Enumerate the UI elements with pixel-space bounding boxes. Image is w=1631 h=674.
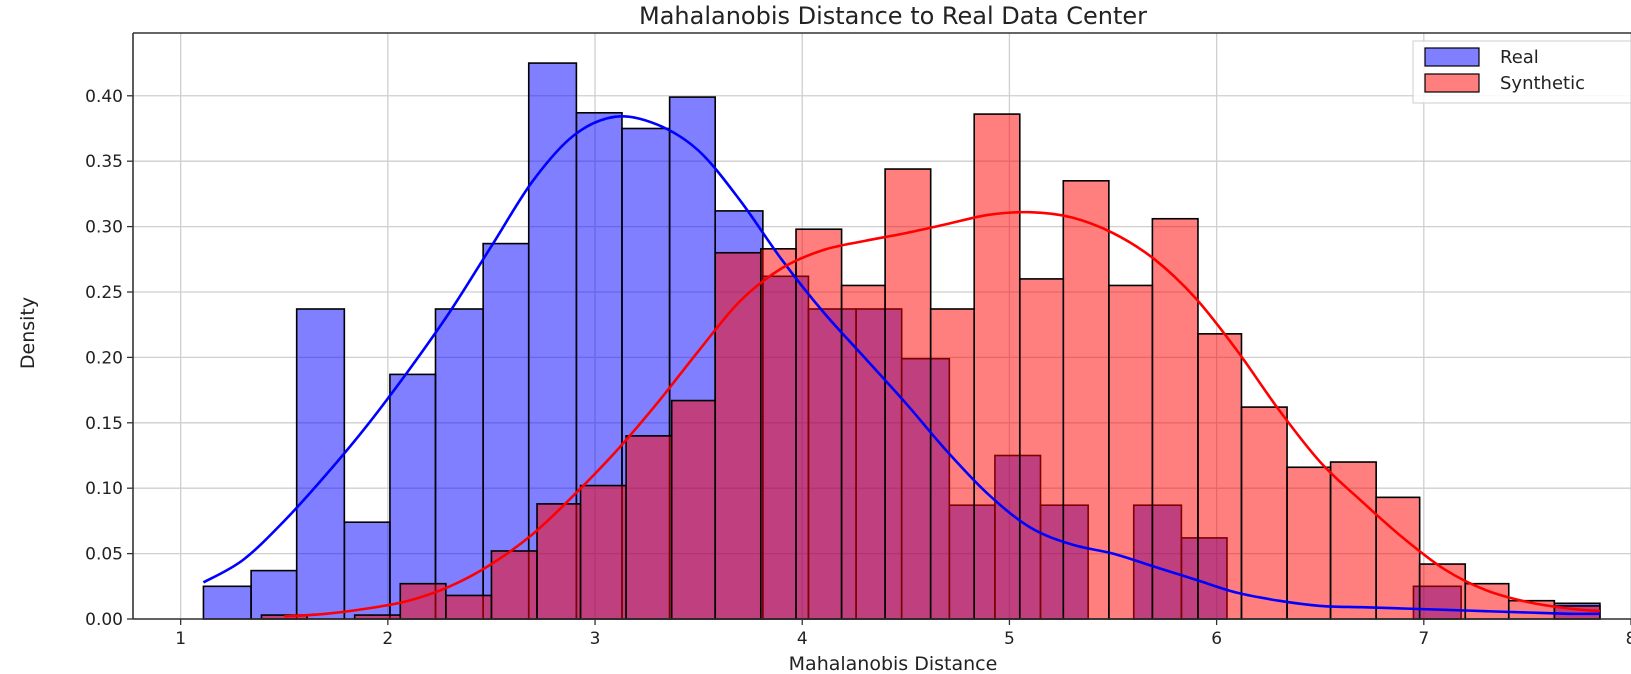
y-tick-label: 0.10 xyxy=(85,479,123,499)
histogram-bar-synthetic xyxy=(1151,217,1199,620)
y-tick-label: 0.40 xyxy=(85,87,123,107)
y-tick-label: 0.00 xyxy=(85,610,123,630)
histogram-bar-synthetic xyxy=(1108,284,1154,620)
bars-synthetic xyxy=(260,113,1601,620)
x-tick-label: 8 xyxy=(1626,629,1631,649)
y-tick-label: 0.15 xyxy=(85,414,123,434)
histogram-bar-synthetic xyxy=(1062,180,1110,620)
y-tick-label: 0.35 xyxy=(85,152,123,172)
histogram-bar-real xyxy=(295,308,346,620)
y-tick-label: 0.05 xyxy=(85,545,123,565)
histogram-bar-synthetic xyxy=(670,399,717,620)
histogram-bar-synthetic xyxy=(1197,333,1243,620)
x-tick-label: 6 xyxy=(1211,629,1222,649)
x-tick-label: 7 xyxy=(1418,629,1429,649)
histogram-bar-synthetic xyxy=(1329,461,1377,620)
histogram-bar-synthetic xyxy=(759,248,797,620)
y-axis-title: Density xyxy=(17,297,39,369)
histogram-bar-synthetic xyxy=(1018,278,1065,620)
histogram-bar-synthetic xyxy=(536,503,582,620)
histogram-bar-synthetic xyxy=(973,113,1021,620)
histogram-bar-real xyxy=(202,585,252,620)
histogram-bar-synthetic xyxy=(714,251,762,620)
histogram-bar-synthetic xyxy=(445,594,493,620)
y-tick-label: 0.25 xyxy=(85,283,123,303)
histogram-bar-synthetic xyxy=(884,168,932,620)
x-tick-label: 5 xyxy=(1004,629,1015,649)
legend-label-real: Real xyxy=(1500,47,1539,68)
plot-area: 1 2 3 4 5 6 7 8 0.00 0.05 0.10 0.15 0.20 0.25 0.30 0.3… xyxy=(85,32,1631,649)
x-axis-title: Mahalanobis Distance xyxy=(789,653,998,674)
histogram-bar-synthetic xyxy=(795,228,843,620)
legend-swatch-synthetic xyxy=(1424,73,1480,93)
legend-swatch-real xyxy=(1424,47,1480,67)
kde-curves xyxy=(202,115,1601,618)
legend-label-synthetic: Synthetic xyxy=(1500,73,1585,94)
x-axis-ticks: 1 2 3 4 5 6 7 8 xyxy=(175,619,1631,649)
histogram-bar-synthetic xyxy=(929,308,976,620)
y-tick-label: 0.20 xyxy=(85,348,123,368)
histogram-bar-real xyxy=(389,373,437,620)
x-tick-label: 4 xyxy=(797,629,808,649)
histogram-bar-real xyxy=(343,521,391,620)
histogram-bar-synthetic xyxy=(1240,406,1288,620)
kde-curve-real xyxy=(202,115,1600,616)
chart-title: Mahalanobis Distance to Real Data Center xyxy=(639,2,1147,30)
x-tick-label: 1 xyxy=(175,629,186,649)
legend: Real Synthetic xyxy=(1412,40,1631,104)
y-axis-ticks: 0.00 0.05 0.10 0.15 0.20 0.25 0.30 0.35 0.40 xyxy=(85,87,133,630)
histogram-bar-synthetic xyxy=(1286,466,1332,620)
histogram-bar-synthetic xyxy=(1375,496,1421,620)
kde-curve-synthetic xyxy=(284,210,1601,618)
x-tick-label: 2 xyxy=(382,629,393,649)
y-tick-label: 0.30 xyxy=(85,218,123,238)
histogram-bar-synthetic xyxy=(840,284,886,620)
histogram-bar-real xyxy=(250,569,298,620)
histogram-bar-synthetic xyxy=(625,435,673,620)
histogram-bar-synthetic xyxy=(579,484,627,620)
x-tick-label: 3 xyxy=(590,629,601,649)
histogram-bar-synthetic xyxy=(1464,582,1510,620)
